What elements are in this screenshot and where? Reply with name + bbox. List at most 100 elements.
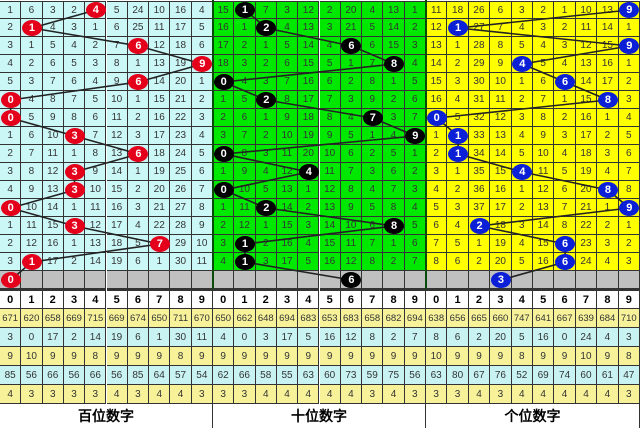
grid-cell: 15 (533, 235, 555, 253)
stat-cell: 66 (85, 366, 107, 385)
grid-cell: 2 (255, 127, 277, 145)
grid-cell: 1 (404, 1, 426, 19)
grid-cell: 2 (191, 91, 213, 109)
grid-cell: 7 (533, 91, 555, 109)
grid-cell (511, 271, 533, 289)
panel-title: 百位数字 (0, 404, 213, 428)
stat-cell: 10 (21, 347, 43, 366)
grid-cell: 18 (298, 109, 320, 127)
grid-cell: 4 (362, 181, 384, 199)
grid-cell: 11 (234, 199, 256, 217)
stat-cell: 660 (490, 309, 512, 328)
winning-digit-ball: 6 (555, 236, 576, 252)
grid-cell: 16 (490, 181, 512, 199)
stat-cell: 9 (468, 347, 491, 366)
stat-cell: 3 (21, 385, 43, 404)
stat-cell: 694 (404, 309, 426, 328)
grid-cell: 4 (319, 37, 341, 55)
grid-cell: 1 (618, 55, 640, 73)
grid-cell: 2 (533, 1, 555, 19)
stat-cell: 684 (597, 309, 619, 328)
grid-cell: 3 (255, 253, 277, 271)
grid-cell: 27 (468, 19, 491, 37)
grid-cell: 14 (575, 73, 598, 91)
digit-header: 6 (127, 289, 150, 309)
grid-cell (170, 271, 192, 289)
grid-cell: 3 (618, 91, 640, 109)
grid-cell: 5 (319, 55, 341, 73)
grid-cell: 1 (362, 127, 384, 145)
grid-cell: 5 (234, 91, 256, 109)
grid-cell: 14 (85, 253, 107, 271)
grid-cell: 12 (340, 253, 363, 271)
grid-cell: 2 (85, 37, 107, 55)
grid-cell: 3 (597, 145, 619, 163)
grid-cell: 3 (511, 1, 533, 19)
stat-cell: 9 (404, 347, 426, 366)
stat-cell: 3 (234, 385, 256, 404)
grid-cell: 6 (234, 109, 256, 127)
grid-cell: 2 (340, 73, 363, 91)
grid-cell: 7 (362, 55, 384, 73)
grid-cell: 17 (42, 253, 64, 271)
stat-cell: 62 (213, 366, 235, 385)
grid-cell: 12 (319, 181, 341, 199)
grid-cell: 6 (191, 163, 213, 181)
grid-cell: 4 (554, 145, 576, 163)
grid-cell: 1 (255, 37, 277, 55)
grid-cell: 1 (213, 91, 235, 109)
stat-cell: 4 (554, 385, 576, 404)
grid-cell: 22 (170, 109, 192, 127)
digit-header: 4 (511, 289, 533, 309)
grid-cell: 4 (276, 19, 299, 37)
grid-cell: 3 (426, 163, 448, 181)
grid-cell: 1 (191, 73, 213, 91)
grid-cell: 7 (42, 73, 64, 91)
grid-cell: 5 (362, 199, 384, 217)
grid-cell: 8 (362, 253, 384, 271)
grid-cell: 5 (85, 91, 107, 109)
grid-cell: 5 (127, 235, 150, 253)
grid-cell: 2 (362, 145, 384, 163)
winning-digit-ball: 7 (149, 236, 170, 252)
grid-cell: 24 (170, 145, 192, 163)
grid-cell: 18 (213, 55, 235, 73)
grid-cell: 3 (0, 163, 22, 181)
grid-cell: 28 (170, 217, 192, 235)
grid-cell: 20 (575, 181, 598, 199)
grid-cell (533, 271, 555, 289)
grid-cell: 12 (85, 217, 107, 235)
stat-cell: 658 (362, 309, 384, 328)
grid-cell: 5 (276, 37, 299, 55)
stat-cell: 3 (191, 385, 213, 404)
stat-cell: 665 (468, 309, 491, 328)
grid-cell: 11 (340, 235, 363, 253)
grid-cell: 13 (319, 199, 341, 217)
stat-cell: 9 (319, 347, 341, 366)
grid-cell: 3 (127, 127, 150, 145)
grid-cell: 12 (106, 127, 128, 145)
grid-cell: 2 (63, 253, 86, 271)
grid-cell (383, 271, 405, 289)
stat-cell: 4 (575, 385, 598, 404)
grid-cell: 1 (127, 55, 150, 73)
grid-cell: 3 (0, 253, 22, 271)
stat-cell: 54 (191, 366, 213, 385)
grid-cell: 14 (533, 217, 555, 235)
stat-cell: 8 (85, 347, 107, 366)
grid-cell: 10 (42, 127, 64, 145)
grid-cell: 8 (234, 145, 256, 163)
winning-digit-ball: 6 (555, 74, 576, 90)
grid-cell: 13 (149, 55, 171, 73)
grid-cell: 6 (319, 73, 341, 91)
stat-cell: 682 (383, 309, 405, 328)
grid-cell: 16 (149, 109, 171, 127)
grid-cell: 9 (340, 199, 363, 217)
stat-cell: 715 (85, 309, 107, 328)
grid-cell: 2 (383, 253, 405, 271)
digit-header: 2 (255, 289, 277, 309)
stat-cell: 7 (404, 328, 426, 347)
grid-cell: 5 (191, 145, 213, 163)
stat-cell: 85 (0, 366, 22, 385)
grid-cell: 1 (383, 235, 405, 253)
